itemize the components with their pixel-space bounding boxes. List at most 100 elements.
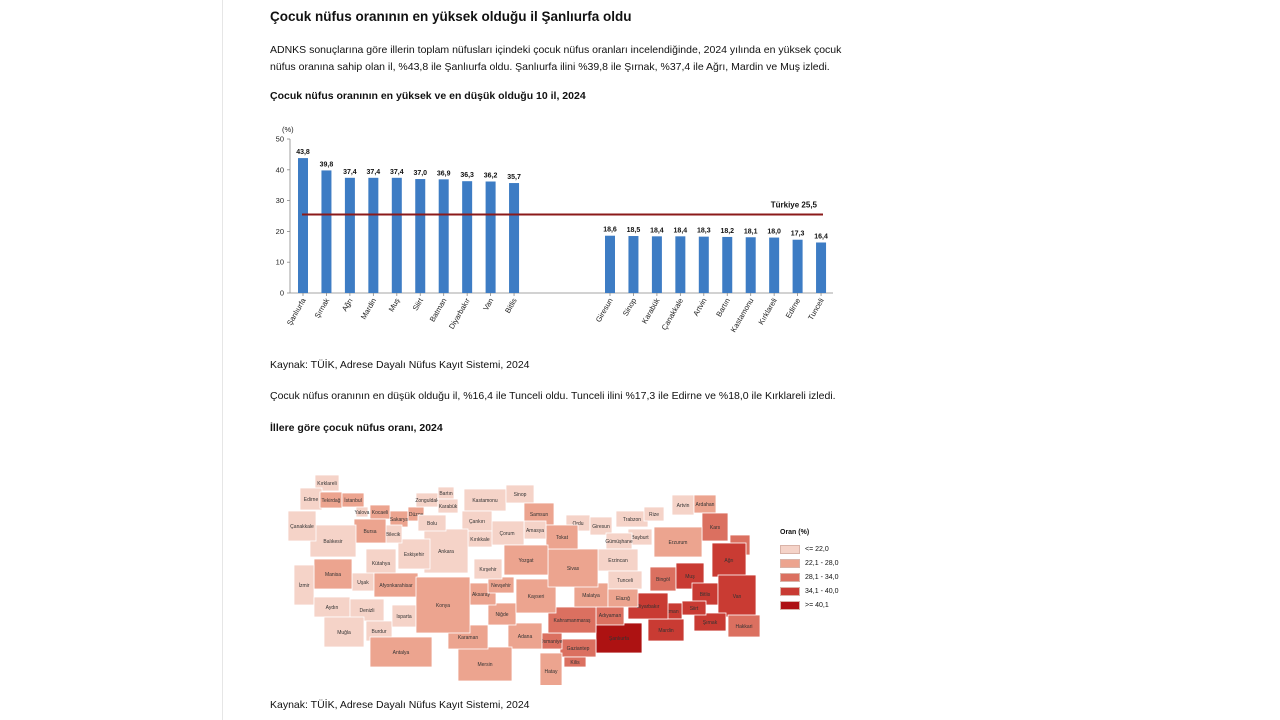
legend-row: <= 22,0 [780, 542, 838, 556]
bar-value-label: 36,3 [460, 172, 474, 179]
province-label: Sivas [567, 566, 580, 572]
bar-value-label: 43,8 [296, 149, 310, 156]
bar-value-label: 39,8 [320, 161, 334, 168]
province-label: Ardahan [696, 502, 715, 508]
province-label: Kahramanmaraş [554, 618, 591, 624]
province-label: Tunceli [617, 578, 633, 584]
x-tick-label: Van [481, 297, 495, 313]
bar [675, 236, 686, 293]
bar [391, 177, 402, 293]
province-label: Konya [436, 603, 450, 609]
bar-value-label: 18,6 [603, 227, 617, 234]
x-tick-label: Çanakkale [660, 297, 686, 332]
bar [321, 170, 332, 293]
bar [816, 242, 827, 293]
province-label: Kayseri [528, 594, 545, 600]
province-label: İstanbul [344, 497, 362, 504]
province-label: Aydın [326, 605, 339, 611]
province-label: Van [733, 594, 742, 600]
article-headline: Çocuk nüfus oranının en yüksek olduğu il… [270, 9, 632, 24]
bar [438, 179, 449, 293]
province-label: Ordu [572, 521, 583, 527]
province-label: Mersin [477, 662, 492, 668]
province-label: Siirt [690, 606, 699, 612]
province-area [293, 564, 315, 606]
province-label: Burdur [371, 629, 386, 635]
province-area [437, 498, 459, 514]
province-area [693, 612, 727, 632]
legend-label: >= 40,1 [805, 601, 829, 609]
province-label: Çanakkale [290, 524, 314, 530]
y-tick-label: 50 [276, 135, 284, 144]
province-label: Adıyaman [599, 613, 622, 619]
x-tick-label: Siirt [411, 296, 426, 312]
province-label: Kilis [570, 660, 580, 666]
y-tick-label: 20 [276, 227, 284, 236]
bar [298, 158, 308, 293]
legend-swatch [780, 558, 800, 568]
province-label: Bayburt [631, 535, 649, 541]
map-title: İllere göre çocuk nüfus oranı, 2024 [270, 422, 443, 434]
province-label: Antalya [393, 650, 410, 656]
article-lead-paragraph: ADNKS sonuçlarına göre illerin toplam nü… [270, 44, 842, 73]
province-label: Kocaeli [372, 510, 388, 516]
province-area [607, 588, 639, 608]
province-area [415, 576, 471, 634]
province-label: Rize [649, 512, 659, 518]
province-label: Manisa [325, 572, 341, 578]
bar [769, 237, 780, 293]
province-label: Sakarya [390, 517, 409, 523]
province-label: Ağrı [724, 558, 733, 564]
legend-row: 34,1 - 40,0 [780, 584, 838, 598]
province-area [341, 492, 365, 508]
legend-label: 34,1 - 40,0 [805, 587, 839, 595]
article-paragraph-2: Çocuk nüfus oranının en düşük olduğu il,… [270, 390, 836, 402]
province-area [595, 622, 643, 654]
province-label: Düzce [409, 512, 423, 518]
x-tick-label: Mardin [359, 297, 378, 321]
x-tick-label: Sinop [621, 297, 638, 318]
province-label: Gümüşhane [605, 539, 632, 545]
bar [485, 181, 496, 293]
x-tick-label: Diyarbakır [447, 296, 472, 331]
province-label: Bartın [439, 491, 453, 497]
province-label: Samsun [530, 512, 549, 518]
bar-value-label: 18,0 [767, 229, 781, 236]
province-area [355, 506, 369, 518]
province-label: İzmir [299, 582, 310, 589]
x-tick-label: Muş [387, 296, 402, 313]
province-label: Gaziantep [567, 646, 590, 652]
legend-label: 22,1 - 28,0 [805, 559, 839, 567]
province-label: Muğla [337, 630, 351, 636]
province-area [539, 652, 563, 685]
province-area [314, 474, 340, 492]
x-tick-label: Bitlis [503, 296, 519, 314]
province-label: Adana [518, 634, 533, 640]
province-area [369, 636, 433, 668]
province-label: Çankırı [469, 519, 485, 525]
bar-chart: (%) 0 10 20 30 40 50 43,8 Şanlıurfa 39,8 Şırnak 37,… [276, 125, 833, 334]
x-tick-label: Bartın [714, 297, 732, 319]
province-label: Mardin [658, 628, 674, 634]
bar [368, 177, 379, 293]
bar [628, 236, 639, 293]
legend-row: 22,1 - 28,0 [780, 556, 838, 570]
legend-swatch [780, 572, 800, 582]
province-area [653, 526, 703, 558]
x-tick-label: Tunceli [806, 296, 826, 321]
x-tick-label: Kırklareli [756, 296, 779, 326]
province-label: Şanlıurfa [609, 636, 629, 642]
bar [462, 181, 473, 293]
bar-value-label: 18,4 [674, 227, 688, 234]
legend-swatch [780, 544, 800, 554]
bar-value-label: 37,4 [367, 169, 381, 176]
province-area [503, 544, 549, 576]
province-label: Karaman [458, 635, 479, 641]
bar [509, 183, 520, 293]
province-area [365, 548, 397, 578]
province-label: Afyonkarahisar [379, 583, 413, 589]
province-area [507, 622, 543, 650]
province-label: Zonguldak [415, 498, 439, 504]
bar-value-label: 36,2 [484, 173, 498, 180]
province-label: Erzurum [669, 540, 688, 546]
